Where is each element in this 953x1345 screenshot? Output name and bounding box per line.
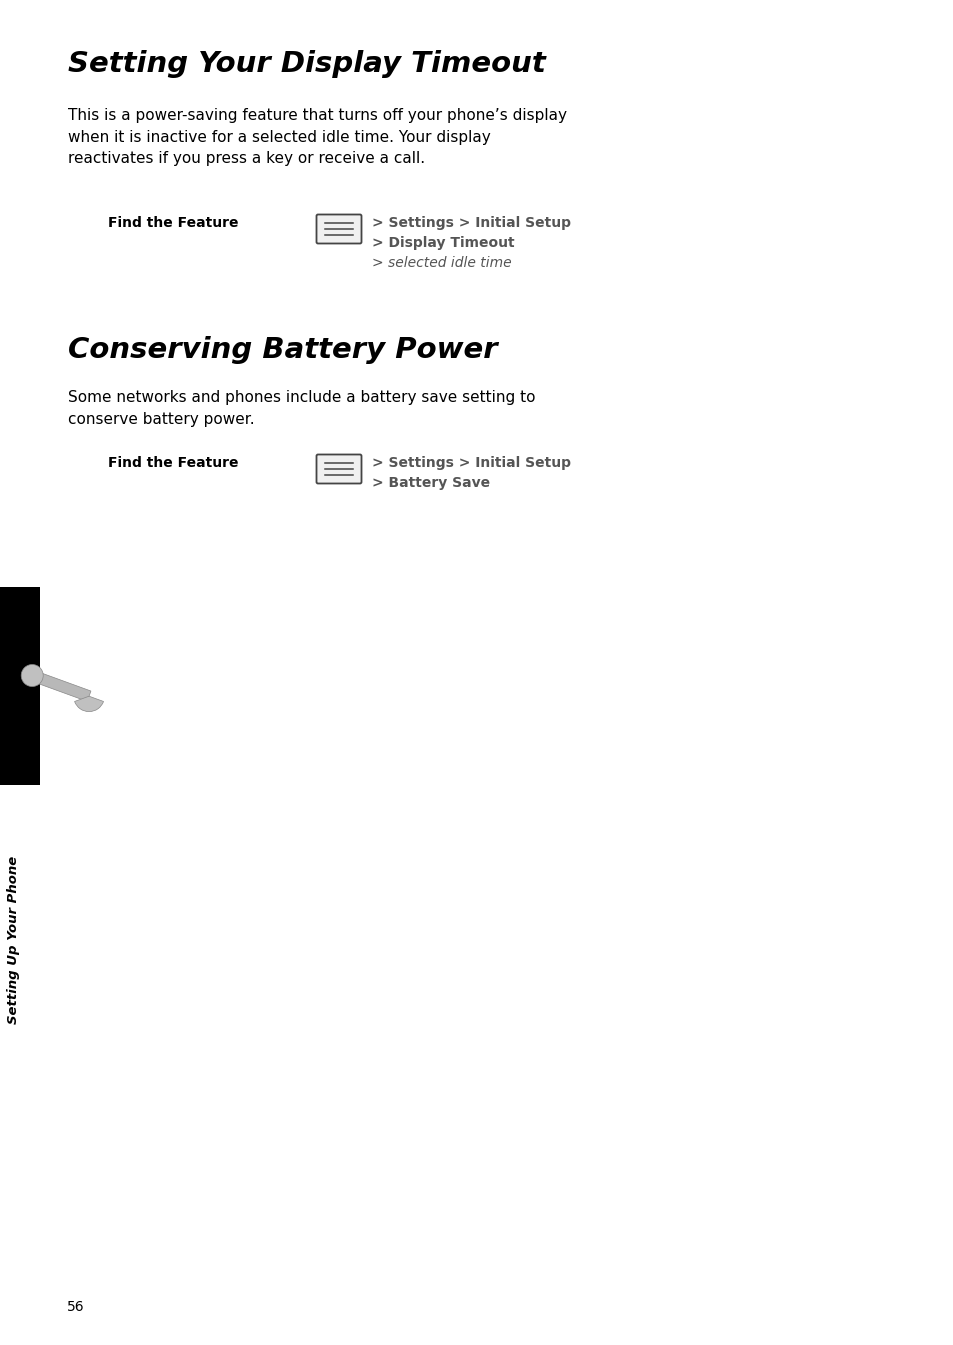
Ellipse shape <box>21 664 43 686</box>
FancyBboxPatch shape <box>316 455 361 483</box>
Text: Find the Feature: Find the Feature <box>108 217 238 230</box>
Bar <box>0 586 40 785</box>
FancyBboxPatch shape <box>316 214 361 243</box>
Text: 56: 56 <box>67 1301 85 1314</box>
Text: Setting Your Display Timeout: Setting Your Display Timeout <box>68 50 545 78</box>
Text: This is a power-saving feature that turns off your phone’s display
when it is in: This is a power-saving feature that turn… <box>68 108 566 167</box>
Text: > Display Timeout: > Display Timeout <box>372 235 514 250</box>
Text: > Settings > Initial Setup: > Settings > Initial Setup <box>372 217 571 230</box>
Text: > Battery Save: > Battery Save <box>372 476 490 490</box>
Text: Some networks and phones include a battery save setting to
conserve battery powe: Some networks and phones include a batte… <box>68 390 535 426</box>
Wedge shape <box>74 697 104 712</box>
Text: > Settings > Initial Setup: > Settings > Initial Setup <box>372 456 571 469</box>
Text: Conserving Battery Power: Conserving Battery Power <box>68 336 497 364</box>
Text: Find the Feature: Find the Feature <box>108 456 238 469</box>
Polygon shape <box>30 670 91 701</box>
Text: Setting Up Your Phone: Setting Up Your Phone <box>8 855 20 1024</box>
Text: > selected idle time: > selected idle time <box>372 256 511 270</box>
